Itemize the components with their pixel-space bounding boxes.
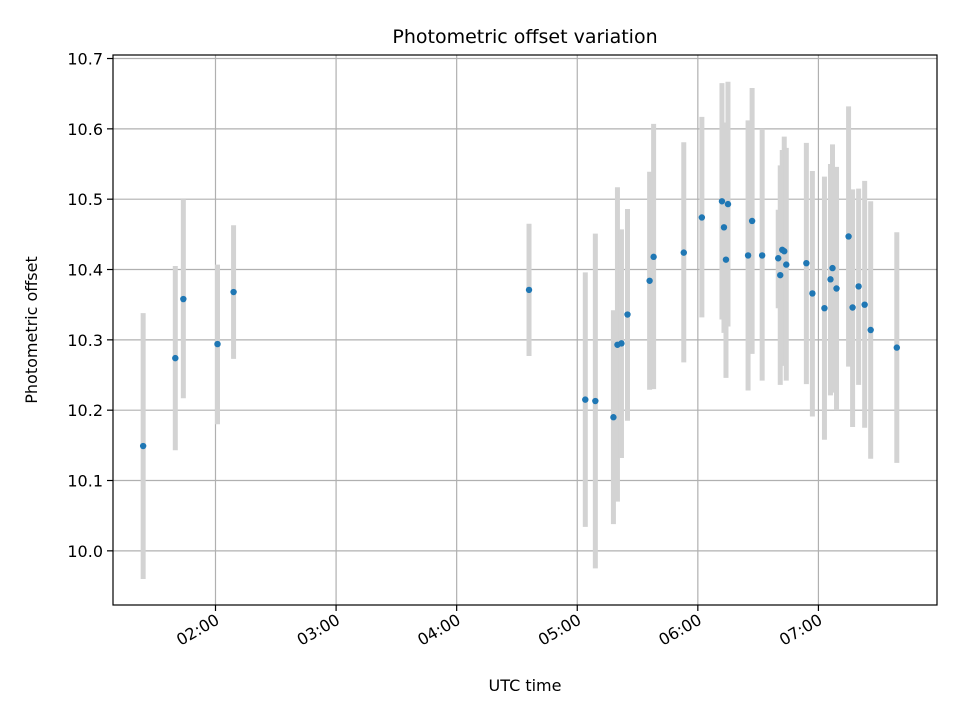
data-point [809,290,816,297]
data-point [610,414,617,421]
data-point [861,301,868,308]
data-point [646,277,653,284]
data-point [680,249,687,256]
data-point [803,259,810,267]
y-tick-label: 10.2 [67,401,103,420]
data-point [783,261,790,268]
y-tick-label: 10.1 [67,472,103,491]
data-point [867,326,874,334]
data-point [618,340,625,347]
data-point [172,354,179,362]
y-tick-label: 10.6 [67,120,103,139]
y-tick-label: 10.7 [67,50,103,69]
data-point [720,224,728,231]
data-point [744,252,752,259]
data-point [525,286,533,294]
data-point [722,256,730,263]
y-tick-label: 10.5 [67,190,103,209]
data-point [775,255,782,262]
grid-lines [113,55,937,605]
data-point [781,248,788,255]
y-axis-label: Photometric offset [22,256,41,404]
data-point [829,264,836,272]
data-point [698,214,706,221]
data-point [855,283,862,290]
data-point [827,276,834,283]
data-point [748,217,756,225]
data-point [758,252,766,259]
y-tick-label: 10.0 [67,542,103,561]
data-point [893,344,901,351]
data-point [849,304,856,311]
data-point [214,340,221,348]
data-points [139,198,901,450]
data-point [724,200,732,208]
data-point [592,397,599,405]
y-tick-label: 10.4 [67,261,103,280]
y-tick-label: 10.3 [67,331,103,350]
chart-title: Photometric offset variation [392,26,657,48]
data-point [821,304,828,312]
data-point [230,288,237,296]
y-axis-ticks: 10.0 10.1 10.2 10.3 10.4 10.5 10.6 10.7 [67,50,113,561]
data-point [582,396,589,403]
data-point [650,253,657,261]
data-point [139,442,147,450]
x-axis-label: UTC time [489,676,562,695]
data-point [833,285,840,292]
data-point [777,271,784,279]
plot-area-frame [112,54,938,606]
data-point [180,295,187,303]
data-point [718,198,726,205]
data-point [845,233,852,240]
data-point [624,311,631,318]
